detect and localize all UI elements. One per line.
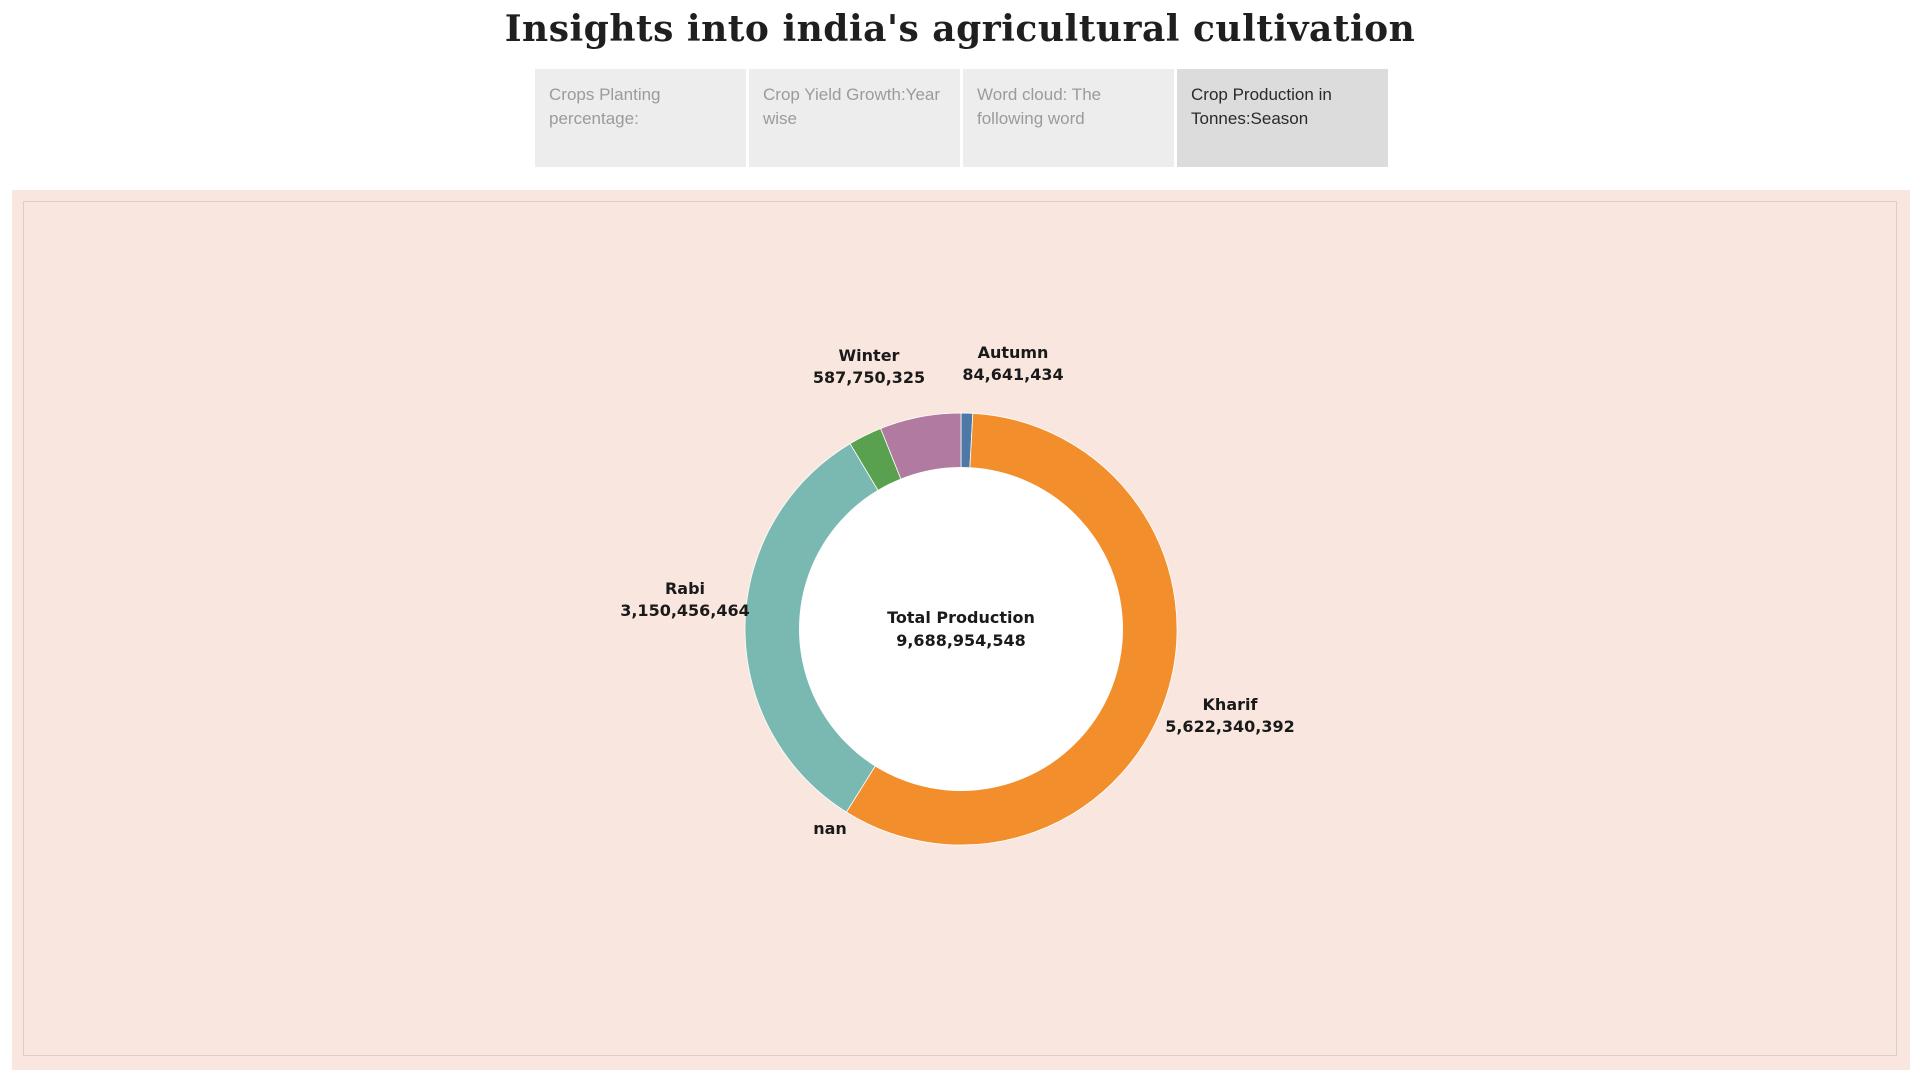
tab-word-cloud[interactable]: Word cloud: The following word: [963, 69, 1174, 167]
slice-value-autumn: 84,641,434: [962, 365, 1063, 384]
chart-frame: Autumn 84,641,434 Kharif 5,622,340,392 nan Ra…: [23, 201, 1897, 1056]
center-total-value: 9,688,954,548: [896, 631, 1026, 650]
slice-label-nan: nan: [813, 819, 847, 838]
donut-hole: [799, 467, 1123, 791]
slice-labels: Autumn 84,641,434 Kharif 5,622,340,392 nan Ra…: [620, 343, 1295, 838]
tab-crop-yield-growth[interactable]: Crop Yield Growth:Year wise: [749, 69, 960, 167]
slice-value-rabi: 3,150,456,464: [620, 601, 750, 620]
tab-crop-production-season[interactable]: Crop Production in Tonnes:Season: [1177, 69, 1388, 167]
slice-label-kharif: Kharif: [1203, 695, 1259, 714]
chart-panel: Autumn 84,641,434 Kharif 5,622,340,392 nan Ra…: [12, 190, 1910, 1070]
donut-chart: Autumn 84,641,434 Kharif 5,622,340,392 nan Ra…: [620, 343, 1295, 846]
tab-crops-planting-percentage[interactable]: Crops Planting percentage:: [535, 69, 746, 167]
page-title: Insights into india's agricultural culti…: [504, 8, 1416, 50]
slice-value-winter: 587,750,325: [813, 368, 925, 387]
slice-label-autumn: Autumn: [978, 343, 1049, 362]
slice-label-winter: Winter: [839, 346, 900, 365]
center-total-label: Total Production: [887, 608, 1035, 627]
slice-label-rabi: Rabi: [665, 579, 705, 598]
story-tabs: Crops Planting percentage: Crop Yield Gr…: [535, 69, 1388, 167]
slice-value-kharif: 5,622,340,392: [1165, 717, 1295, 736]
